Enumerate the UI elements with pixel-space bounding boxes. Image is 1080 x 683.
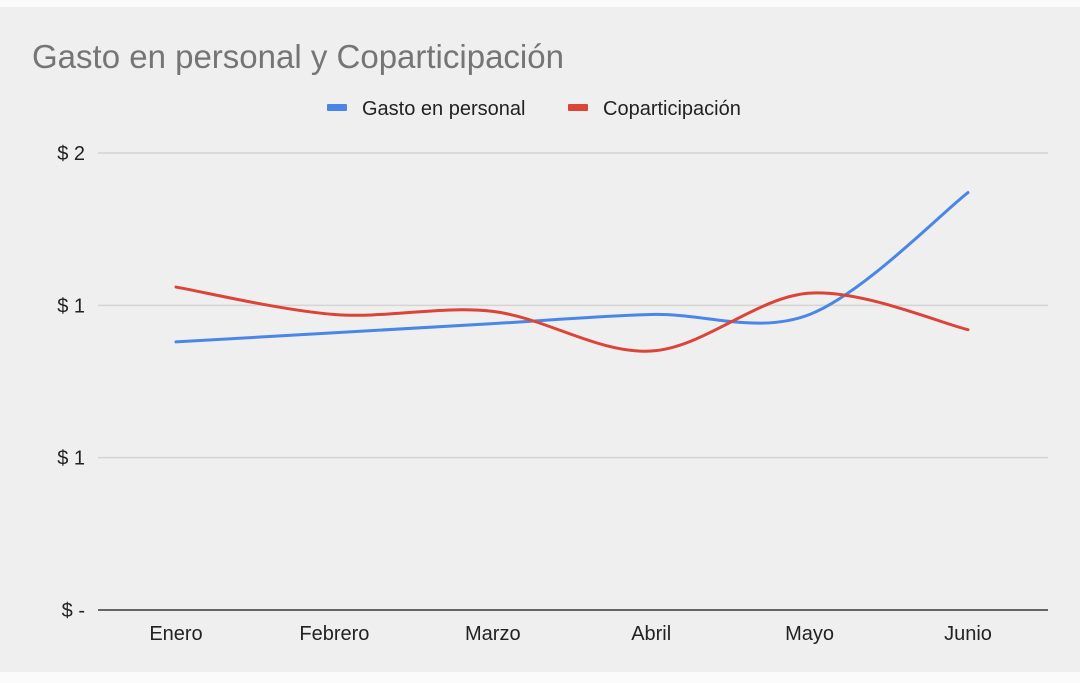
y-tick-label: $ 2 bbox=[57, 143, 85, 165]
series-line-1[interactable] bbox=[174, 285, 970, 353]
x-tick-label: Marzo bbox=[465, 623, 521, 645]
x-tick-label: Abril bbox=[631, 623, 671, 645]
chart-title: Gasto en personal y Coparticipación bbox=[32, 38, 564, 75]
series-line-0[interactable] bbox=[174, 191, 970, 344]
x-tick-label: Enero bbox=[149, 623, 202, 645]
x-tick-label: Febrero bbox=[299, 623, 369, 645]
legend-label[interactable]: Gasto en personal bbox=[362, 98, 525, 120]
legend: Gasto en personal Coparticipación bbox=[327, 98, 741, 120]
chart-card bbox=[0, 7, 1080, 672]
y-tick-label: $ 1 bbox=[57, 448, 85, 470]
series-lines bbox=[174, 191, 970, 353]
x-tick-label: Mayo bbox=[785, 623, 834, 645]
y-tick-label: $ 1 bbox=[57, 295, 85, 317]
legend-swatch bbox=[327, 104, 347, 111]
x-axis: Enero Febrero Marzo Abril Mayo Junio bbox=[149, 623, 992, 645]
legend-label[interactable]: Coparticipación bbox=[603, 98, 741, 120]
gridlines bbox=[98, 152, 1048, 611]
y-axis: $ - $ 1 $ 1 $ 2 bbox=[57, 143, 85, 622]
y-tick-label: $ - bbox=[62, 600, 85, 622]
x-tick-label: Junio bbox=[944, 623, 992, 645]
legend-swatch bbox=[568, 104, 588, 111]
